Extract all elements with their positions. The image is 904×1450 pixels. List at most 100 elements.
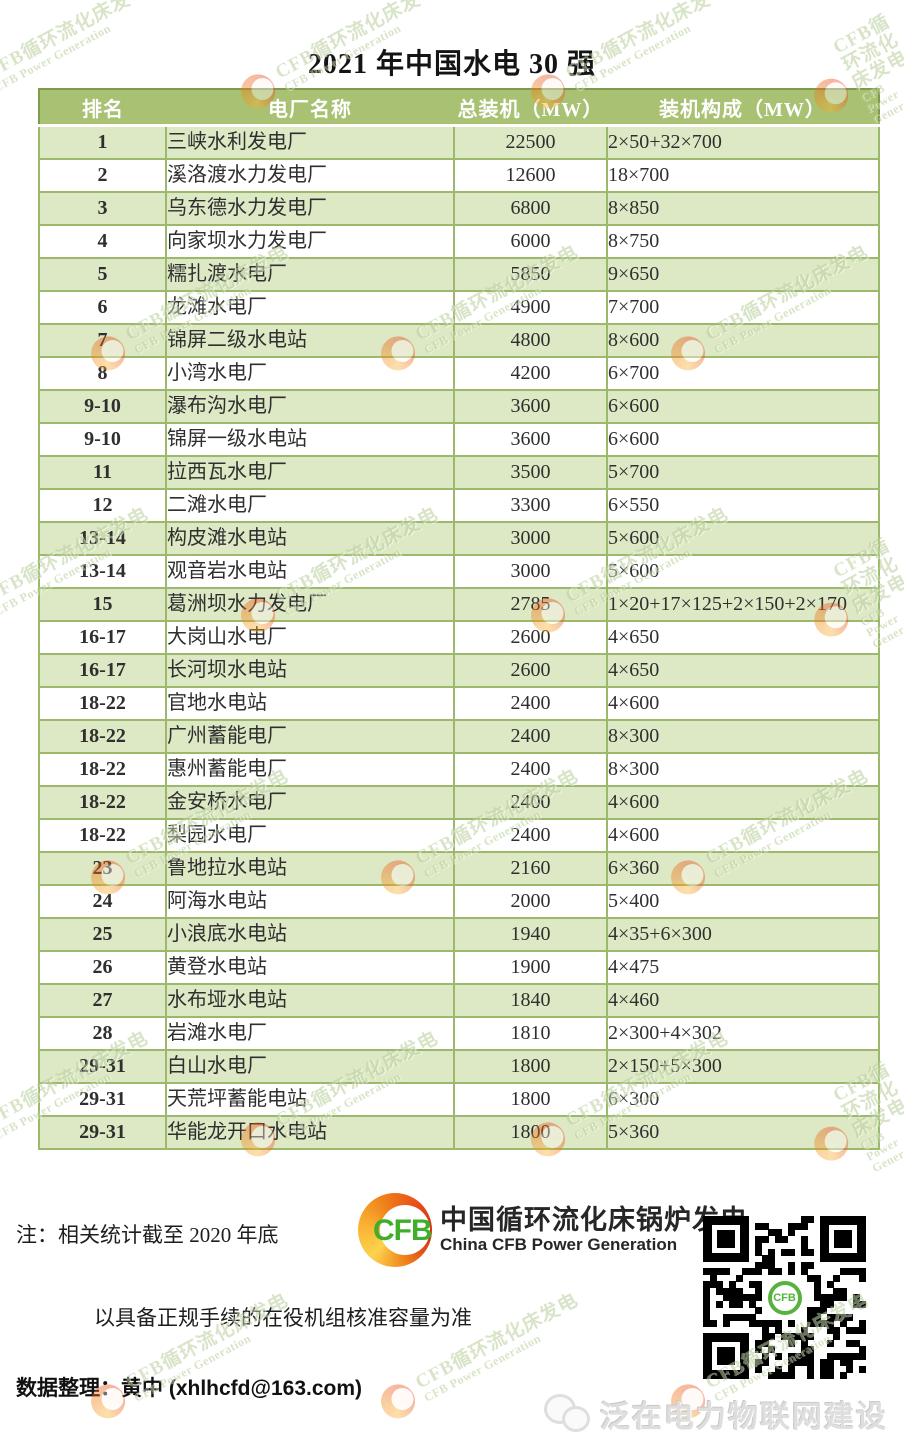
composition-cell: 4×600 — [606, 818, 880, 853]
plant-name-cell: 白山水电厂 — [165, 1049, 455, 1084]
plant-name-cell: 梨园水电厂 — [165, 818, 455, 853]
plant-name-cell: 黄登水电站 — [165, 950, 455, 985]
capacity-cell: 1800 — [453, 1082, 608, 1117]
rank-cell: 27 — [38, 983, 167, 1018]
qr-center-badge: CFB — [762, 1275, 807, 1320]
rank-cell: 23 — [38, 851, 167, 886]
cfb-flame-icon: CFB — [358, 1193, 433, 1267]
rank-cell: 15 — [38, 587, 167, 622]
composition-cell: 5×600 — [606, 554, 880, 589]
rank-cell: 16-17 — [38, 653, 167, 688]
rank-cell: 11 — [38, 455, 167, 490]
composition-cell: 4×600 — [606, 785, 880, 820]
capacity-cell: 4900 — [453, 290, 608, 325]
capacity-cell: 3300 — [453, 488, 608, 523]
capacity-cell: 2400 — [453, 818, 608, 853]
plant-name-cell: 锦屏二级水电站 — [165, 323, 455, 358]
capacity-cell: 1810 — [453, 1016, 608, 1051]
composition-cell: 1×20+17×125+2×150+2×170 — [606, 587, 880, 622]
composition-cell: 2×150+5×300 — [606, 1049, 880, 1084]
capacity-cell: 6800 — [453, 191, 608, 226]
composition-cell: 8×850 — [606, 191, 880, 226]
cfb-logo-text-en: China CFB Power Generation — [440, 1235, 678, 1255]
bottom-right-watermark: 泛在电力物联网建设 — [544, 1392, 888, 1436]
plant-name-cell: 二滩水电厂 — [165, 488, 455, 523]
plant-name-cell: 长河坝水电站 — [165, 653, 455, 688]
capacity-cell: 4200 — [453, 356, 608, 391]
header-unit-composition: 装机构成（MW） — [607, 89, 879, 127]
table-row: 26 黄登水电站 1900 4×475 — [38, 950, 880, 985]
rank-cell: 5 — [38, 257, 167, 292]
capacity-cell: 3600 — [453, 422, 608, 457]
plant-name-cell: 观音岩水电站 — [165, 554, 455, 589]
capacity-cell: 5850 — [453, 257, 608, 292]
composition-cell: 6×550 — [606, 488, 880, 523]
data-credit: 数据整理：黄中 (xhlhcfd@163.com) — [16, 1377, 363, 1400]
table-row: 5 糯扎渡水电厂 5850 9×650 — [38, 257, 880, 292]
table-row: 16-17 长河坝水电站 2600 4×650 — [38, 653, 880, 688]
capacity-cell: 2785 — [453, 587, 608, 622]
composition-cell: 4×475 — [606, 950, 880, 985]
qr-badge-label: CFB — [773, 1291, 796, 1304]
rank-cell: 13-14 — [38, 554, 167, 589]
qr-finder-pattern — [820, 1216, 866, 1262]
composition-cell: 8×600 — [606, 323, 880, 358]
rank-cell: 29-31 — [38, 1082, 167, 1117]
capacity-cell: 3000 — [453, 554, 608, 589]
rank-cell: 1 — [38, 124, 167, 160]
capacity-cell: 12600 — [453, 158, 608, 193]
rank-cell: 8 — [38, 356, 167, 391]
composition-cell: 6×600 — [606, 389, 880, 424]
plant-name-cell: 天荒坪蓄能电站 — [165, 1082, 455, 1117]
plant-name-cell: 龙滩水电厂 — [165, 290, 455, 325]
table-header-row: 排名 电厂名称 总装机（MW） 装机构成（MW） — [39, 89, 879, 127]
capacity-cell: 3000 — [453, 521, 608, 556]
capacity-cell: 1900 — [453, 950, 608, 985]
rank-cell: 18-22 — [38, 686, 167, 721]
composition-cell: 8×300 — [606, 752, 880, 787]
rank-cell: 28 — [38, 1016, 167, 1051]
plant-name-cell: 金安桥水电厂 — [165, 785, 455, 820]
rank-cell: 6 — [38, 290, 167, 325]
qr-finder-pattern — [703, 1333, 749, 1379]
capacity-cell: 2400 — [453, 719, 608, 754]
table-row: 9-10 瀑布沟水电厂 3600 6×600 — [38, 389, 880, 424]
cfb-logo-text-cn: 中国循环流化床锅炉发电 — [440, 1204, 748, 1235]
qr-finder-pattern — [703, 1216, 749, 1262]
table-row: 29-31 华能龙开口水电站 1800 5×360 — [38, 1115, 880, 1150]
rank-cell: 12 — [38, 488, 167, 523]
hydropower-ranking-table: 排名 电厂名称 总装机（MW） 装机构成（MW） 1 三峡水利发电厂 22500 2×… — [38, 88, 880, 1150]
cfb-logo: CFB 中国循环流化床锅炉发电 China CFB Power Generati… — [358, 1193, 748, 1267]
rank-cell: 3 — [38, 191, 167, 226]
composition-cell: 6×700 — [606, 356, 880, 391]
page-title: 2021 年中国水电 30 强 — [307, 49, 596, 80]
composition-cell: 5×600 — [606, 521, 880, 556]
table-row: 28 岩滩水电厂 1810 2×300+4×302 — [38, 1016, 880, 1051]
capacity-cell: 2600 — [453, 653, 608, 688]
composition-cell: 9×650 — [606, 257, 880, 292]
rank-cell: 26 — [38, 950, 167, 985]
header-plant-name: 电厂名称 — [166, 89, 454, 127]
table-row: 24 阿海水电站 2000 5×400 — [38, 884, 880, 919]
plant-name-cell: 向家坝水力发电厂 — [165, 224, 455, 259]
table-row: 2 溪洛渡水力发电厂 12600 18×700 — [38, 158, 880, 193]
plant-name-cell: 大岗山水电厂 — [165, 620, 455, 655]
plant-name-cell: 溪洛渡水力发电厂 — [165, 158, 455, 193]
composition-cell: 8×300 — [606, 719, 880, 754]
plant-name-cell: 拉西瓦水电厂 — [165, 455, 455, 490]
cfb-swirl-icon — [375, 1378, 422, 1425]
capacity-cell: 22500 — [453, 124, 608, 160]
composition-cell: 5×700 — [606, 455, 880, 490]
capacity-cell: 2160 — [453, 851, 608, 886]
plant-name-cell: 乌东德水力发电厂 — [165, 191, 455, 226]
cfb-abbr-label: CFB — [373, 1214, 433, 1247]
qr-code: CFB — [703, 1216, 867, 1380]
table-row: 15 葛洲坝水力发电厂 2785 1×20+17×125+2×150+2×170 — [38, 587, 880, 622]
table-row: 18-22 金安桥水电厂 2400 4×600 — [38, 785, 880, 820]
composition-cell: 18×700 — [606, 158, 880, 193]
table-row: 29-31 天荒坪蓄能电站 1800 6×300 — [38, 1082, 880, 1117]
plant-name-cell: 三峡水利发电厂 — [165, 124, 455, 160]
composition-cell: 5×400 — [606, 884, 880, 919]
rank-cell: 13-14 — [38, 521, 167, 556]
